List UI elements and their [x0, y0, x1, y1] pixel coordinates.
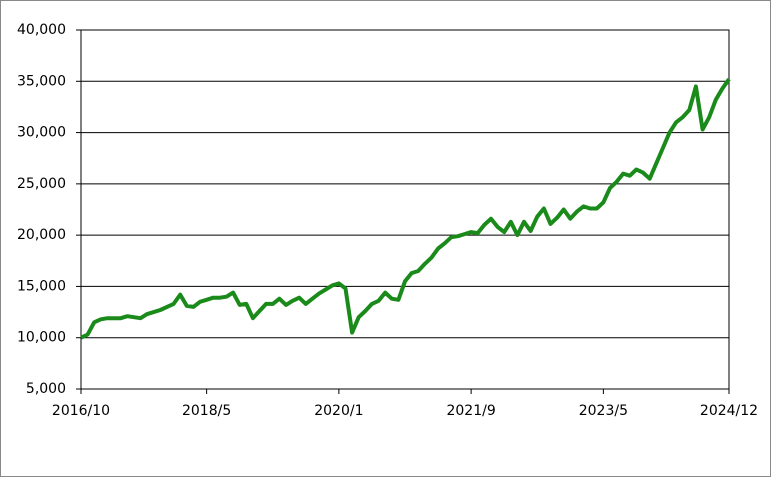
y-tick-label: 30,000	[17, 125, 66, 141]
y-tick-label: 15,000	[17, 278, 66, 294]
plot-border	[80, 29, 730, 390]
y-tick-label: 40,000	[17, 22, 66, 38]
x-tick-label: 2024/12	[700, 403, 758, 419]
y-tick-label: 5,000	[26, 381, 66, 397]
x-tick-label: 2023/5	[579, 403, 628, 419]
x-tick-label: 2021/9	[446, 403, 495, 419]
y-tick-label: 10,000	[17, 330, 66, 346]
y-tick-label: 35,000	[17, 73, 66, 89]
y-tick-label: 25,000	[17, 176, 66, 192]
x-tick-label: 2018/5	[182, 403, 231, 419]
x-tick-label: 2020/1	[314, 403, 363, 419]
line-series	[80, 78, 731, 340]
y-tick-label: 20,000	[17, 227, 66, 243]
x-tick-label: 2016/10	[52, 403, 110, 419]
